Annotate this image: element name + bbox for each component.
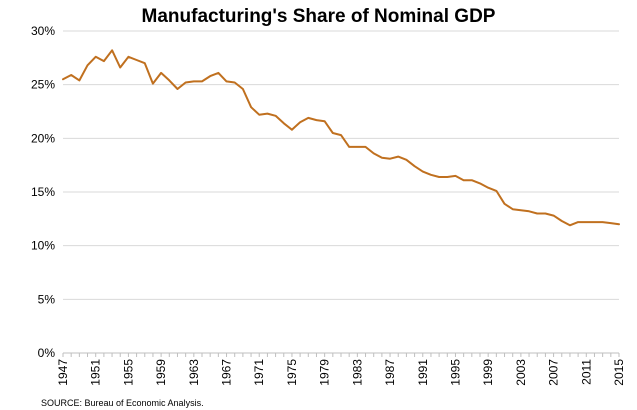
series [62,49,620,227]
source-note: SOURCE: Bureau of Economic Analysis. [41,398,204,408]
y-tick-labels: 0% 5% 10% 15% 20% 25% 30% [31,24,55,360]
x-tick-label: 1951 [89,359,103,386]
x-tick-label: 2007 [547,359,561,386]
x-tick-label: 2011 [579,359,593,385]
y-tick-label: 20% [31,131,55,145]
x-tick-label: 1975 [285,359,299,386]
x-tick-labels: 1947 1951 1955 1959 1963 1967 1971 1975 1979 1983… [56,359,626,386]
x-tick-label: 1983 [350,359,364,386]
y-tick-label: 30% [31,24,55,38]
x-tick-label: 1991 [416,359,430,386]
x-tick-label: 1963 [187,359,201,386]
x-tick-label: 1959 [154,359,168,386]
y-tick-label: 25% [31,78,55,92]
x-tick-label: 1999 [481,359,495,386]
y-tick-label: 10% [31,239,55,253]
series-line [62,49,620,227]
x-tick-label: 1955 [121,359,135,386]
x-tick-label: 1979 [318,359,332,386]
y-tick-label: 5% [38,292,56,306]
axes [62,352,620,357]
x-tick-label: 1971 [252,359,266,386]
x-tick-label: 1967 [220,359,234,386]
y-tick-label: 0% [38,346,56,360]
gridlines [63,30,619,300]
x-tick-label: 1987 [383,359,397,386]
x-tick-label: 2015 [612,359,626,386]
chart-title: Manufacturing's Share of Nominal GDP [141,6,496,27]
x-tick-label: 2003 [514,359,528,386]
y-tick-label: 15% [31,185,55,199]
x-tick-label: 1995 [448,359,462,386]
x-tick-label: 1947 [56,359,70,386]
